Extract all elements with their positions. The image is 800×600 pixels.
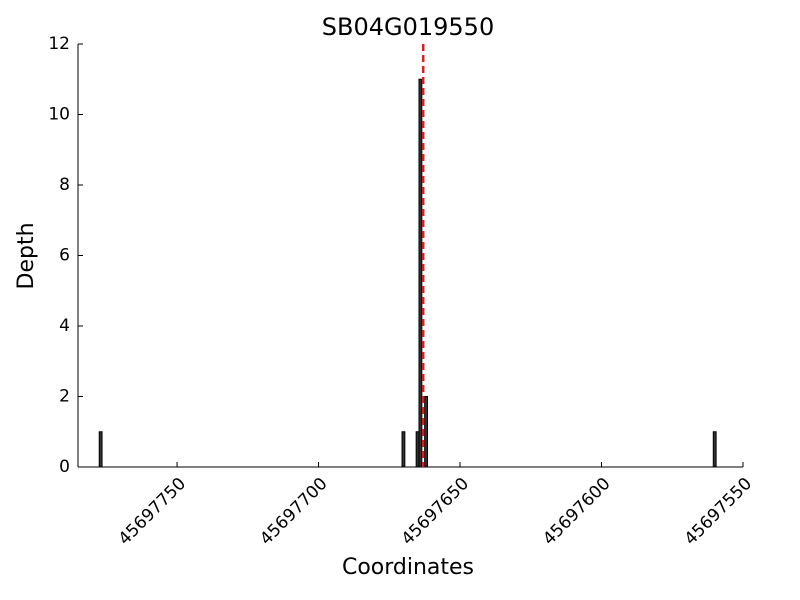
x-axis-label: Coordinates — [342, 555, 474, 580]
x-tick-label: 45697700 — [256, 474, 331, 549]
chart-title: SB04G019550 — [322, 13, 494, 41]
y-axis-label: Depth — [14, 222, 39, 289]
bar — [418, 78, 423, 468]
bar — [424, 396, 428, 468]
x-tick-label: 45697750 — [115, 474, 190, 549]
bar — [712, 431, 717, 468]
y-tick-label: 10 — [48, 105, 70, 125]
y-tick-label: 6 — [59, 246, 70, 266]
y-tick-label: 12 — [48, 34, 70, 54]
y-tick-label: 0 — [59, 457, 70, 477]
x-tick-label: 45697650 — [398, 474, 473, 549]
y-tick-label: 4 — [59, 316, 70, 336]
bar — [401, 431, 406, 468]
x-tick-label: 45697600 — [539, 474, 614, 549]
x-tick-label: 45697550 — [681, 474, 756, 549]
y-tick-label: 8 — [59, 175, 70, 195]
bar — [98, 431, 103, 468]
y-tick-label: 2 — [59, 387, 70, 407]
